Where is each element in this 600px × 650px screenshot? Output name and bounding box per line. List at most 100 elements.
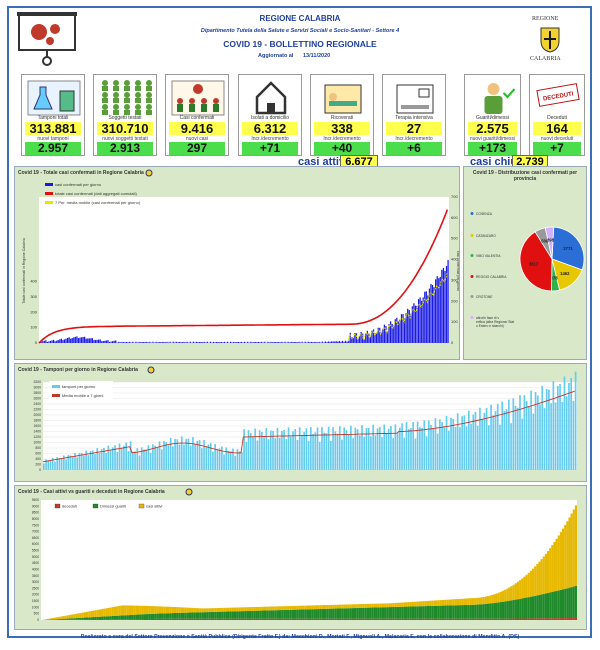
deceased-bar — [150, 618, 153, 620]
daily-tests-bar — [383, 424, 386, 470]
deceased-bar — [278, 618, 282, 620]
recovered-bar — [201, 612, 204, 619]
recovered-bar — [229, 611, 232, 619]
daily-tests-bar — [58, 457, 61, 470]
daily-tests-bar — [541, 385, 544, 470]
deceased-bar — [173, 618, 177, 620]
daily-cases-bar — [40, 341, 42, 343]
recovered-bar — [137, 614, 140, 620]
deceased-bar — [345, 618, 348, 620]
daily-tests-bar — [307, 440, 310, 470]
deceased-bar — [291, 618, 294, 620]
y-right-tick: 600 — [451, 215, 458, 220]
active-bar — [360, 604, 363, 608]
recovered-bar — [90, 617, 93, 620]
active-bar — [60, 616, 63, 619]
daily-tests-bar — [180, 436, 183, 470]
daily-tests-bar — [305, 428, 308, 470]
daily-cases-bar — [309, 342, 311, 343]
active-bar — [293, 605, 297, 610]
active-bar — [349, 604, 352, 609]
recovered-bar — [510, 600, 513, 619]
active-bar — [253, 607, 256, 611]
kpi-card: Tamponi totali 313.881 nuovi tamponi 2.957 — [21, 74, 85, 156]
daily-cases-bar — [417, 299, 420, 343]
deceased-bar — [379, 618, 382, 620]
daily-tests-bar — [198, 440, 201, 470]
recovered-bar — [351, 608, 355, 619]
active-bar — [148, 605, 151, 614]
active-bar — [332, 604, 335, 609]
active-bar — [544, 553, 547, 594]
recovered-bar — [81, 617, 84, 620]
recovered-bar — [418, 606, 421, 619]
recovered-bar — [83, 617, 87, 620]
deceased-bar — [309, 618, 312, 620]
recovered-bar — [244, 611, 247, 619]
chart-provinces-title: Covid 19 - Distribuzione casi confermati… — [472, 170, 578, 182]
active-bar — [238, 607, 241, 612]
active-bar — [176, 607, 179, 613]
daily-tests-bar — [207, 444, 210, 470]
daily-tests-bar — [249, 433, 252, 470]
recovered-bar — [214, 611, 217, 619]
daily-cases-bar — [425, 291, 427, 343]
deceased-bar — [210, 618, 213, 620]
recovered-bar — [304, 609, 307, 619]
daily-tests-bar — [354, 427, 357, 470]
y-tick: 2200 — [33, 408, 41, 412]
deceased-bar — [180, 618, 183, 620]
y-tick: 4500 — [32, 561, 39, 565]
deceased-bar — [407, 618, 410, 620]
deceased-bar — [360, 618, 363, 620]
daily-tests-bar — [563, 376, 566, 470]
daily-cases-bar — [335, 341, 337, 343]
daily-cases-bar — [393, 325, 395, 343]
deceased-bar — [259, 618, 262, 620]
daily-tests-bar — [109, 450, 112, 470]
moving-average-line — [42, 390, 575, 463]
daily-tests-bar — [154, 445, 156, 470]
daily-tests-bar — [574, 371, 577, 470]
deceased-bar — [261, 618, 264, 620]
deceased-bar — [199, 618, 202, 620]
active-bar — [452, 599, 455, 606]
recovered-bar — [182, 612, 185, 619]
active-bar — [403, 602, 406, 607]
deceased-bar — [519, 618, 522, 620]
y-tick: 2000 — [32, 593, 39, 597]
kpi-card: Soggetti testati 310.710 nuovi soggetti te… — [93, 74, 157, 156]
active-bar — [546, 551, 550, 593]
daily-cases-bar — [105, 340, 108, 343]
legend-swatch — [45, 183, 53, 186]
active-bar — [240, 607, 243, 612]
deceased-bar — [347, 618, 350, 620]
daily-tests-bar — [143, 449, 145, 470]
active-bar — [131, 605, 134, 615]
recovered-bar — [557, 590, 560, 619]
active-bar — [146, 605, 149, 615]
deceased-bar — [118, 619, 121, 620]
daily-tests-bar — [289, 436, 292, 470]
daily-tests-bar — [501, 401, 504, 470]
recovered-bar — [319, 608, 322, 619]
recovered-bar — [366, 607, 370, 619]
deceased-bar — [169, 618, 172, 620]
recovered-bar — [572, 586, 575, 618]
deceased-bar — [103, 619, 106, 620]
daily-cases-bar — [239, 342, 241, 343]
recovered-bar — [409, 606, 412, 619]
deceased-bar — [257, 618, 260, 620]
recovered-bar — [51, 619, 54, 620]
recovered-bar — [435, 605, 438, 619]
recovered-bar — [452, 605, 455, 619]
daily-tests-bar — [234, 455, 237, 470]
logo-text-top: REGIONE — [532, 16, 559, 22]
y-tick: 6000 — [32, 542, 39, 546]
daily-tests-bar — [436, 433, 439, 470]
deceased-bar — [131, 619, 134, 620]
daily-cases-bar — [177, 342, 179, 343]
active-bar — [441, 599, 445, 606]
legend-entry: REGGIO CALABRIA — [476, 275, 507, 279]
recovered-bar — [399, 606, 402, 619]
